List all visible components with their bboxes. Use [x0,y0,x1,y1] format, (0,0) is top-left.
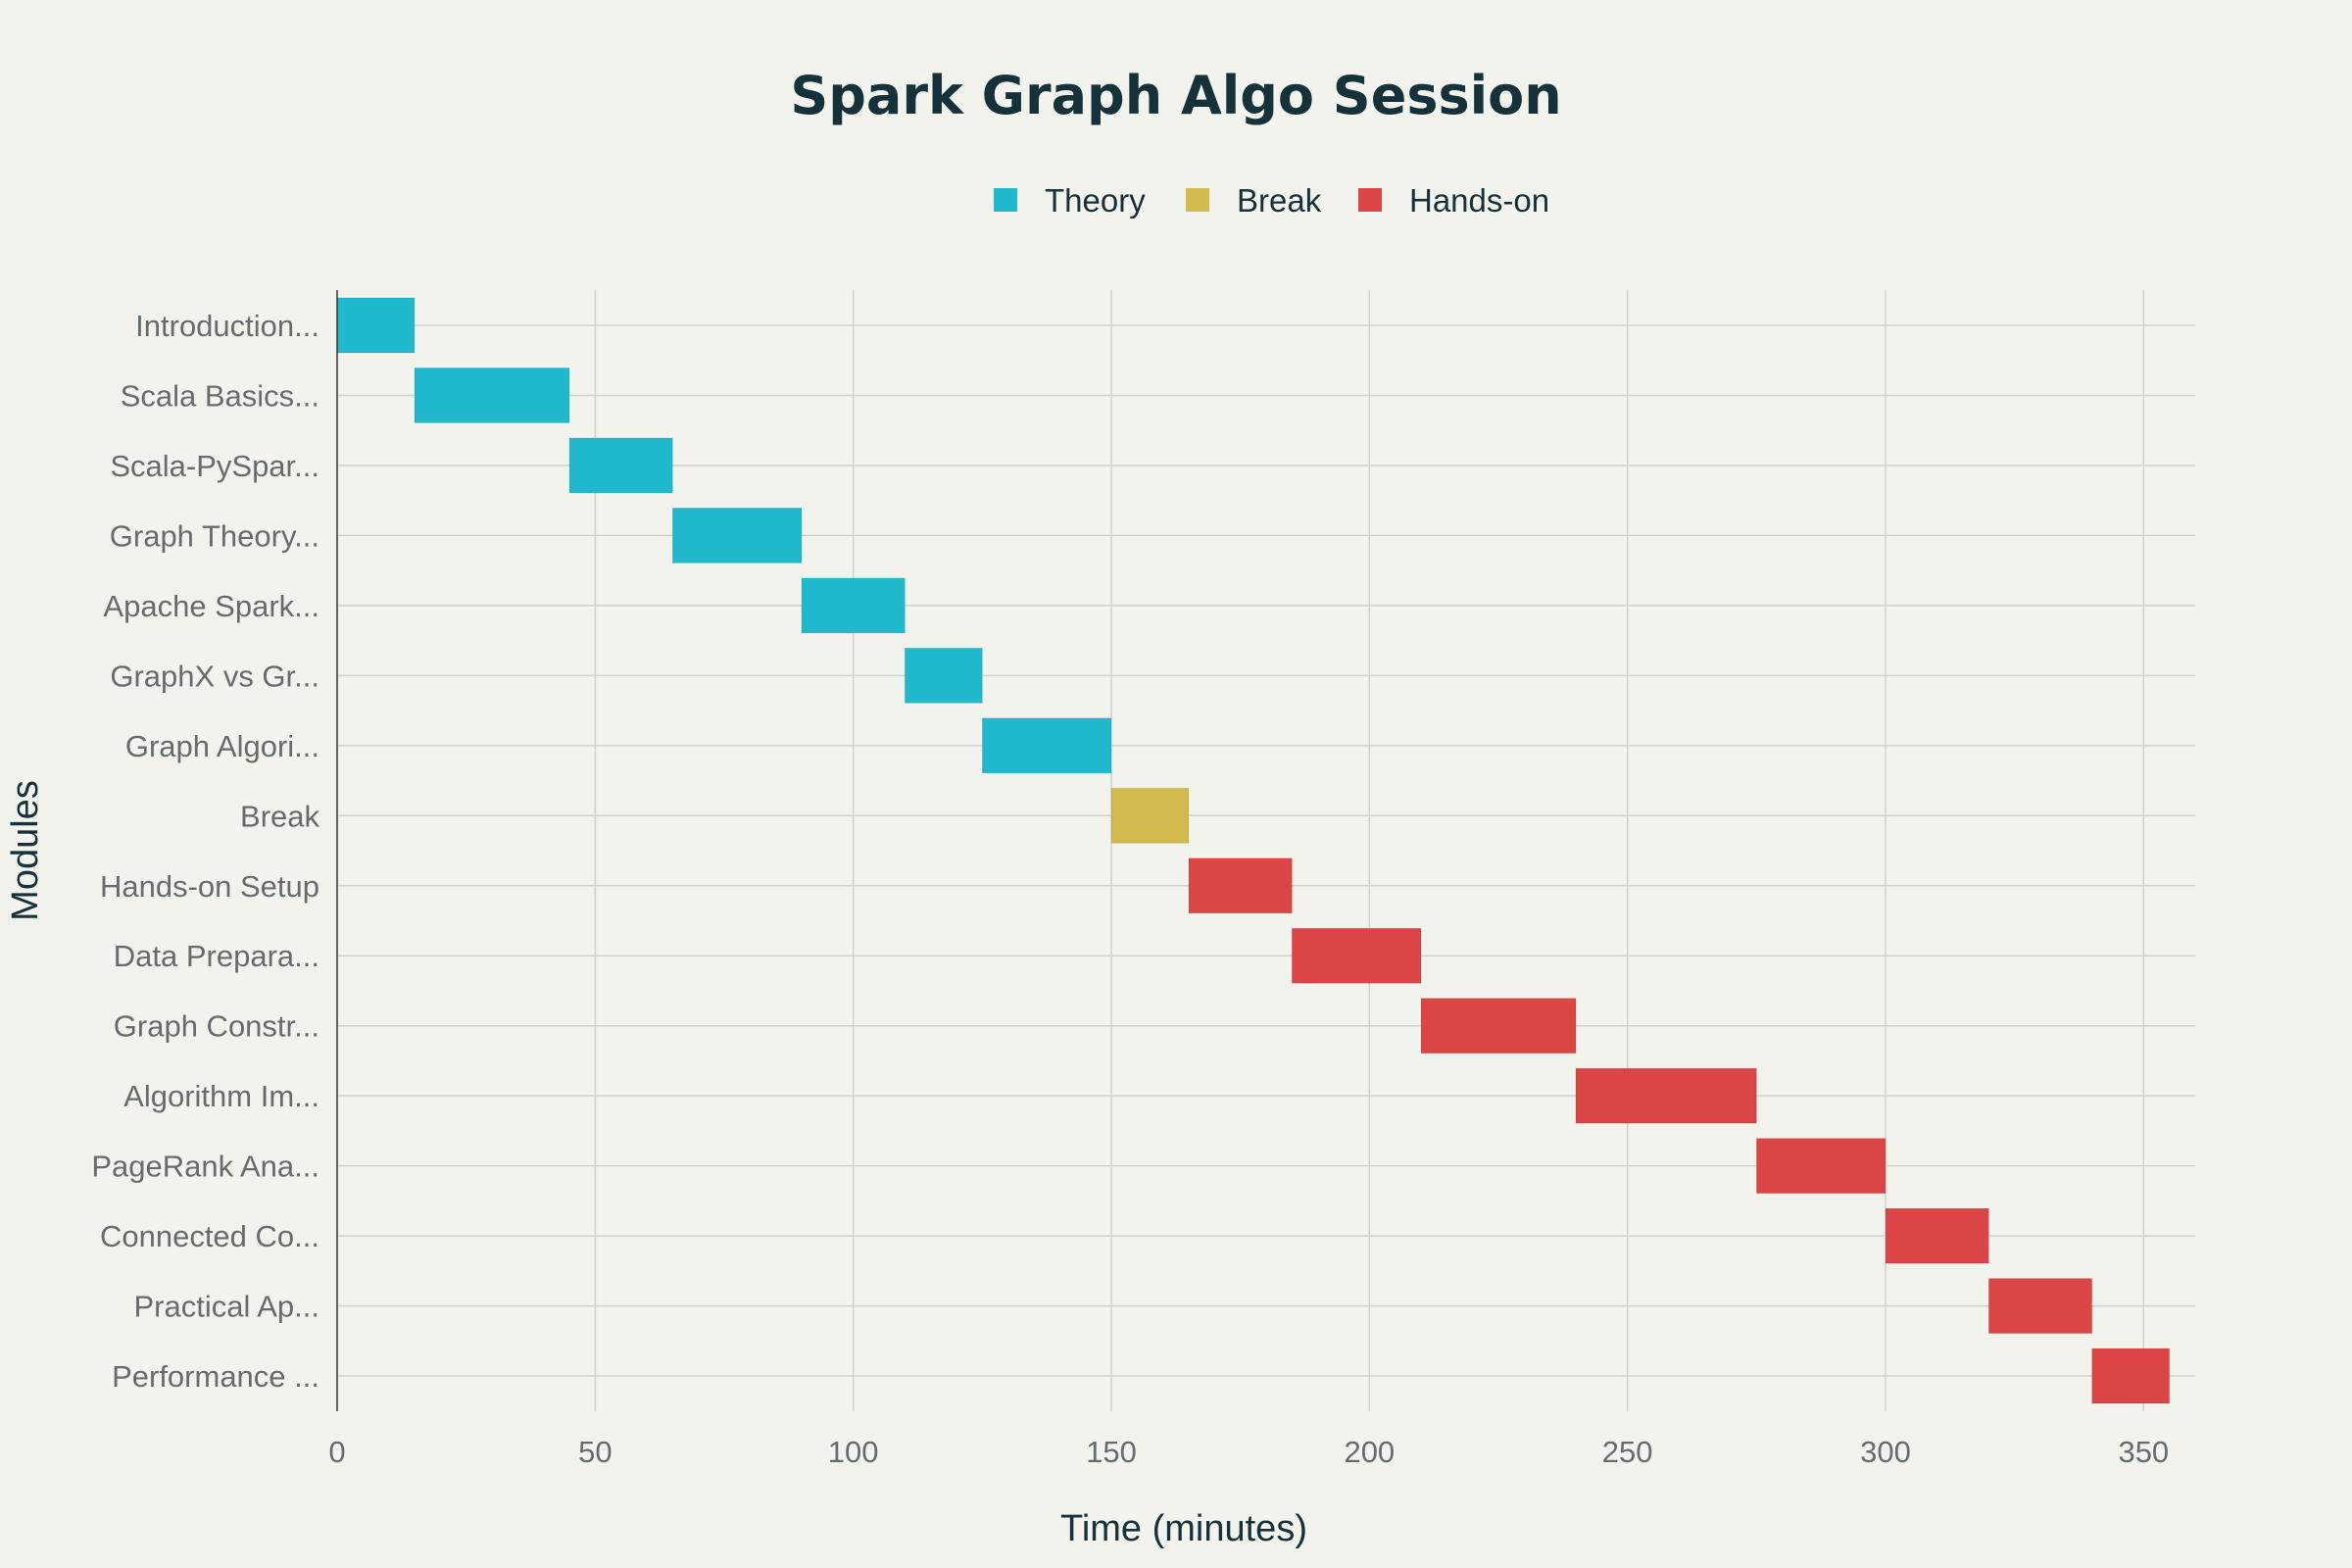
gantt-bar [671,507,803,564]
gantt-bar [1291,927,1422,984]
y-tick-label: Scala Basics... [121,378,319,413]
y-tick-label: Algorithm Im... [123,1079,319,1113]
x-axis-title: Time (minutes) [1060,1508,1307,1549]
legend-label: Break [1237,182,1322,219]
y-tick-label: GraphX vs Gr... [110,659,319,693]
gantt-bar [904,647,983,704]
y-tick-label: Scala-PySpar... [110,449,319,483]
legend-swatch [1358,188,1382,212]
bars [336,297,2171,1404]
x-tick-label: 300 [1860,1435,1911,1469]
x-tick-label: 250 [1602,1435,1653,1469]
gantt-bar [1110,787,1190,844]
y-tick-label: Graph Theory... [110,518,319,553]
y-tick-label: Connected Co... [100,1219,319,1253]
y-tick-label: Hands-on Setup [100,869,319,904]
legend-swatch [1186,188,1209,212]
y-tick-label: Graph Constr... [114,1009,319,1044]
x-axis-ticks: 0 50 100 150 200 250 300 350 [328,1435,2169,1469]
y-tick-label: PageRank Ana... [91,1150,319,1184]
x-tick-label: 100 [828,1435,879,1469]
gantt-bar [414,367,570,423]
gantt-bar [2091,1348,2171,1404]
gantt-bar [1755,1138,1886,1195]
y-axis-labels: Introduction... Scala Basics... Scala-PySp… [91,309,319,1394]
y-tick-label: Introduction... [135,309,319,343]
x-tick-label: 0 [328,1435,345,1469]
x-tick-label: 150 [1086,1435,1137,1469]
gantt-bar [1188,858,1293,914]
gantt-bar [1885,1207,1989,1264]
legend-swatch [994,188,1017,212]
gantt-bar [801,577,906,634]
y-tick-label: Performance ... [112,1359,319,1394]
chart-title: Spark Graph Algo Session [790,65,1561,126]
gantt-bar [568,437,673,494]
grid [337,290,2195,1411]
gantt-bar [1420,998,1577,1054]
x-tick-label: 50 [578,1435,612,1469]
y-tick-label: Data Prepara... [114,939,319,973]
gantt-bar [1987,1278,2093,1335]
legend: Theory Break Hands-on [994,182,1549,219]
legend-label: Theory [1045,182,1146,219]
legend-label: Hands-on [1409,182,1549,219]
gantt-bar [1575,1067,1757,1124]
gantt-bar [336,297,416,354]
y-tick-label: Graph Algori... [125,729,319,763]
y-tick-label: Break [240,799,319,833]
y-axis-title: Modules [5,780,46,921]
x-tick-label: 350 [2118,1435,2169,1469]
gantt-bar [981,717,1112,774]
y-tick-label: Practical Ap... [133,1290,319,1324]
y-tick-label: Apache Spark... [103,589,319,623]
x-tick-label: 200 [1344,1435,1395,1469]
